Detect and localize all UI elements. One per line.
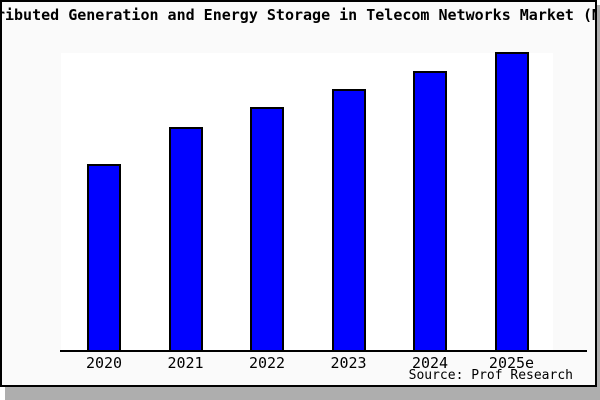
- x-tick-2021: 2021: [167, 354, 204, 372]
- source-note: Source: Prof Research: [408, 368, 573, 383]
- bar-2024: [413, 71, 447, 352]
- x-tick-2023: 2023: [330, 354, 367, 372]
- x-tick-2022: 2022: [248, 354, 286, 372]
- x-tick-2020: 2020: [85, 354, 123, 372]
- window-shadow-right: [597, 5, 600, 400]
- bar-2025e: [494, 52, 529, 352]
- bar-2020: [87, 164, 121, 352]
- plot-area: [61, 53, 553, 352]
- x-tick-2024: 2024: [411, 354, 449, 372]
- bar-2021: [168, 127, 203, 352]
- bar-2023: [331, 89, 366, 352]
- chart-window: ributed Generation and Energy Storage in…: [0, 0, 597, 387]
- x-axis-line: [60, 350, 587, 352]
- window-shadow-bottom: [5, 387, 600, 400]
- x-tick-2025e: 2025e: [488, 354, 535, 372]
- bar-2022: [250, 107, 284, 352]
- chart-title: ributed Generation and Energy Storage in…: [0, 6, 597, 24]
